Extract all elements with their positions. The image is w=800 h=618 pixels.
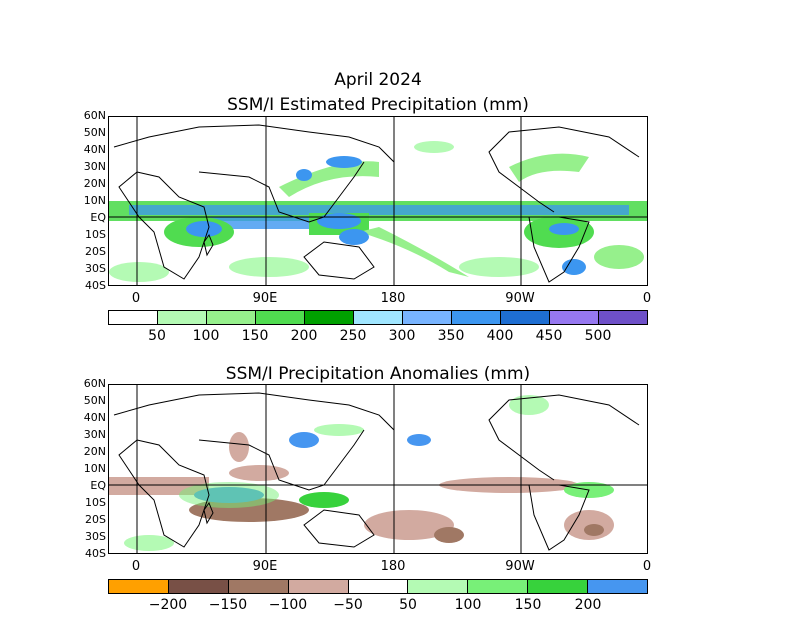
p2-lat-label: 20N <box>83 445 106 458</box>
anomaly-colorbar-swatch <box>588 580 648 593</box>
p2-lat-label: 60N <box>83 377 106 390</box>
p1-lon-label: 90E <box>252 291 278 306</box>
anomaly-colorbar-label: −50 <box>333 597 363 613</box>
precip-colorbar-label: 100 <box>192 328 220 344</box>
anomaly-colorbar-swatch <box>168 580 229 593</box>
p2-lat-label: 50N <box>83 394 106 407</box>
precip-colorbar <box>108 310 648 325</box>
p2-lon-label: 90E <box>252 559 278 574</box>
p1-lat-label: 20S <box>85 245 106 258</box>
anomaly-colorbar-swatch <box>468 580 529 593</box>
p2-lat-label: 10N <box>83 462 106 475</box>
precip-colorbar-swatch <box>599 311 647 324</box>
p2-lat-label: 30N <box>83 428 106 441</box>
p2-lat-label: 20S <box>85 513 106 526</box>
p1-lon-label: 0 <box>131 291 141 306</box>
precip-map <box>108 116 648 286</box>
precip-colorbar-swatch <box>501 311 550 324</box>
precip-map-graphic <box>109 117 647 285</box>
p1-lon-label: 90W <box>505 291 535 306</box>
p2-lat-label: 30S <box>85 530 106 543</box>
p2-lat-label: EQ <box>90 479 106 492</box>
precip-colorbar-swatch <box>158 311 207 324</box>
p2-lat-label: 40N <box>83 411 106 424</box>
p1-lat-label: 30S <box>85 262 106 275</box>
p2-lon-label: 0 <box>642 559 652 574</box>
precip-colorbar-label: 250 <box>339 328 367 344</box>
precip-colorbar-label: 400 <box>486 328 514 344</box>
p2-lon-label: 0 <box>131 559 141 574</box>
p1-lat-label: 20N <box>83 177 106 190</box>
anomaly-colorbar-label: 200 <box>574 597 602 613</box>
precip-colorbar-label: 350 <box>437 328 465 344</box>
anomaly-colorbar-swatch <box>228 580 289 593</box>
p1-lat-label: 10N <box>83 194 106 207</box>
precip-colorbar-label: 50 <box>148 328 166 344</box>
anomaly-colorbar-label: 150 <box>514 597 542 613</box>
anomaly-colorbar-swatch <box>528 580 589 593</box>
precip-colorbar-swatch <box>452 311 501 324</box>
anomaly-colorbar <box>108 579 648 594</box>
precip-colorbar-swatch <box>305 311 354 324</box>
precip-colorbar-label: 300 <box>388 328 416 344</box>
p2-lon-label: 90W <box>505 559 535 574</box>
p1-lat-label: 40S <box>85 279 106 292</box>
p2-lat-label: 40S <box>85 547 106 560</box>
anomaly-colorbar-label: −200 <box>148 597 188 613</box>
p1-lat-label: 60N <box>83 109 106 122</box>
precip-colorbar-label: 500 <box>584 328 612 344</box>
precip-panel-title: SSM/I Estimated Precipitation (mm) <box>227 95 529 115</box>
anomaly-map <box>108 384 648 554</box>
p1-lat-label: EQ <box>90 211 106 224</box>
anomaly-colorbar-label: −150 <box>208 597 248 613</box>
p1-lon-label: 180 <box>380 291 406 306</box>
p1-lat-label: 40N <box>83 143 106 156</box>
precip-colorbar-swatch <box>207 311 256 324</box>
p2-lat-label: 10S <box>85 496 106 509</box>
precip-colorbar-swatch <box>354 311 403 324</box>
month-title: April 2024 <box>334 70 422 90</box>
anomaly-colorbar-swatch <box>348 580 409 593</box>
precip-colorbar-label: 150 <box>241 328 269 344</box>
anomaly-colorbar-label: 50 <box>399 597 417 613</box>
anomaly-colorbar-swatch <box>288 580 349 593</box>
p1-lat-label: 50N <box>83 126 106 139</box>
p2-lon-label: 180 <box>380 559 406 574</box>
anomaly-colorbar-swatch <box>109 580 169 593</box>
precip-colorbar-swatch <box>403 311 452 324</box>
anomaly-colorbar-swatch <box>408 580 469 593</box>
anomaly-map-graphic <box>109 385 647 553</box>
anomaly-colorbar-label: 100 <box>454 597 482 613</box>
anomaly-colorbar-label: −100 <box>268 597 308 613</box>
precip-colorbar-swatch <box>256 311 305 324</box>
p1-lat-label: 30N <box>83 160 106 173</box>
precip-colorbar-swatch <box>109 311 158 324</box>
p1-lat-label: 10S <box>85 228 106 241</box>
p1-lon-label: 0 <box>642 291 652 306</box>
precip-colorbar-label: 200 <box>290 328 318 344</box>
anomaly-panel-title: SSM/I Precipitation Anomalies (mm) <box>225 364 531 384</box>
precip-colorbar-label: 450 <box>535 328 563 344</box>
precip-colorbar-swatch <box>550 311 599 324</box>
